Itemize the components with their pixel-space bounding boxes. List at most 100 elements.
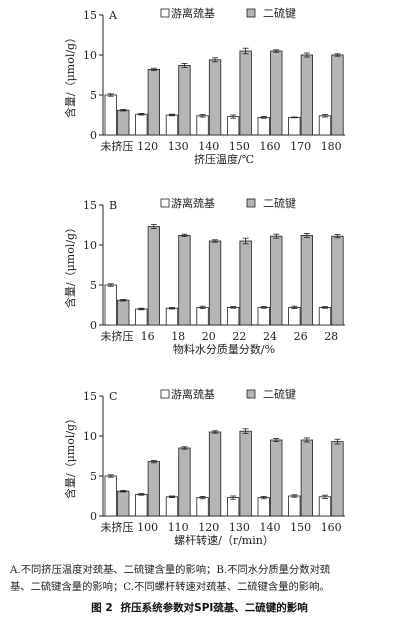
y-tick-label: 0 — [90, 510, 97, 523]
x-tick-label: 140 — [198, 140, 219, 153]
chart-panel-a — [99, 8, 345, 136]
bar-disulfide — [270, 439, 283, 517]
bar-free-thiol — [196, 115, 209, 136]
legend-label-disulfide: 二硫键 — [263, 6, 296, 20]
legend-label-free-thiol: 游离巯基 — [171, 387, 215, 401]
bar-disulfide — [239, 430, 252, 517]
bar-free-thiol — [226, 497, 240, 517]
bar-disulfide — [147, 69, 161, 136]
legend-label-disulfide: 二硫键 — [263, 196, 296, 210]
x-tick-label: 未挤压 — [101, 520, 134, 534]
y-tick-label: 5 — [90, 89, 97, 102]
y-tick-label: 10 — [83, 239, 97, 252]
bar-disulfide — [300, 439, 314, 517]
legend-label-free-thiol: 游离巯基 — [171, 6, 215, 20]
y-tick-label: 15 — [83, 199, 97, 212]
bar-disulfide — [208, 59, 222, 136]
bar-disulfide — [208, 240, 222, 326]
bar-disulfide — [239, 50, 252, 136]
bar-free-thiol — [104, 94, 117, 136]
figure-title: 图 2 挤压系统参数对SPI巯基、二硫键的影响 — [0, 600, 407, 615]
bar-free-thiol — [226, 116, 240, 136]
bar-free-thiol — [288, 117, 301, 136]
legend-swatch-free-thiol — [160, 389, 170, 399]
y-tick-label: 5 — [90, 470, 97, 483]
bar-free-thiol — [196, 497, 209, 517]
bar-free-thiol — [165, 307, 179, 326]
x-tick-label: 18 — [171, 330, 185, 343]
x-axis-title: 挤压温度/℃ — [194, 152, 254, 166]
x-tick-label: 150 — [229, 140, 250, 153]
panel-label: B — [109, 199, 117, 212]
bar-free-thiol — [165, 114, 179, 136]
bar-free-thiol — [288, 306, 301, 326]
y-tick-label: 0 — [90, 319, 97, 332]
legend-label-disulfide: 二硫键 — [263, 387, 296, 401]
y-tick-label: 15 — [83, 9, 97, 22]
x-tick-label: 160 — [321, 521, 342, 534]
bar-disulfide — [300, 234, 314, 326]
bar-disulfide — [270, 50, 283, 136]
legend-swatch-disulfide — [246, 8, 256, 18]
x-tick-label: 120 — [198, 521, 219, 534]
x-tick-label: 未挤压 — [101, 139, 134, 153]
x-tick-label: 170 — [290, 140, 311, 153]
bar-disulfide — [270, 235, 283, 326]
bar-disulfide — [117, 490, 130, 517]
bar-disulfide — [147, 461, 161, 517]
y-tick-label: 10 — [83, 430, 97, 443]
bar-free-thiol — [257, 497, 270, 517]
bar-disulfide — [178, 65, 191, 136]
y-axis-title: 含量/（μmol/g） — [63, 413, 77, 499]
legend-label-free-thiol: 游离巯基 — [171, 196, 215, 210]
x-tick-label: 未挤压 — [101, 329, 134, 343]
bar-disulfide — [178, 234, 191, 326]
y-axis-title: 含量/（μmol/g） — [63, 32, 77, 118]
y-tick-label: 5 — [90, 279, 97, 292]
bar-disulfide — [331, 235, 344, 326]
x-tick-label: 100 — [137, 521, 158, 534]
x-axis-title: 物料水分质量分数/% — [173, 342, 275, 356]
y-axis-title: 含量/（μmol/g） — [63, 222, 77, 308]
x-tick-label: 24 — [263, 330, 277, 343]
bar-disulfide — [300, 54, 314, 136]
x-tick-label: 180 — [321, 140, 342, 153]
bar-free-thiol — [318, 496, 332, 517]
x-tick-label: 20 — [202, 330, 216, 343]
legend-swatch-disulfide — [246, 389, 256, 399]
chart-panel-b — [99, 198, 345, 326]
bar-free-thiol — [318, 115, 332, 136]
x-axis-title: 螺杆转速/（r/min） — [174, 533, 274, 547]
y-tick-label: 10 — [83, 49, 97, 62]
x-tick-label: 130 — [168, 140, 189, 153]
x-tick-label: 22 — [232, 330, 246, 343]
legend-swatch-free-thiol — [160, 198, 170, 208]
panel-label: A — [108, 9, 118, 22]
figure-number: 图 2 — [91, 602, 113, 614]
x-tick-label: 16 — [141, 330, 155, 343]
bar-free-thiol — [257, 306, 270, 326]
bar-disulfide — [331, 441, 344, 517]
bar-free-thiol — [135, 308, 148, 326]
y-tick-label: 15 — [83, 390, 97, 403]
x-tick-label: 130 — [229, 521, 250, 534]
x-tick-label: 160 — [260, 140, 281, 153]
bar-free-thiol — [135, 113, 148, 136]
bar-free-thiol — [104, 475, 117, 517]
bar-free-thiol — [288, 495, 301, 517]
bar-disulfide — [117, 109, 130, 136]
bar-disulfide — [208, 431, 222, 517]
bar-free-thiol — [257, 117, 270, 136]
bar-free-thiol — [318, 306, 332, 326]
x-tick-label: 150 — [290, 521, 311, 534]
figure-title-text: 挤压系统参数对SPI巯基、二硫键的影响 — [120, 602, 308, 614]
bar-disulfide — [117, 299, 130, 326]
bar-free-thiol — [135, 493, 148, 517]
legend-swatch-disulfide — [246, 198, 256, 208]
x-tick-label: 28 — [324, 330, 338, 343]
x-tick-label: 110 — [168, 521, 189, 534]
x-tick-label: 26 — [294, 330, 308, 343]
bar-free-thiol — [196, 306, 209, 326]
x-tick-label: 120 — [137, 140, 158, 153]
